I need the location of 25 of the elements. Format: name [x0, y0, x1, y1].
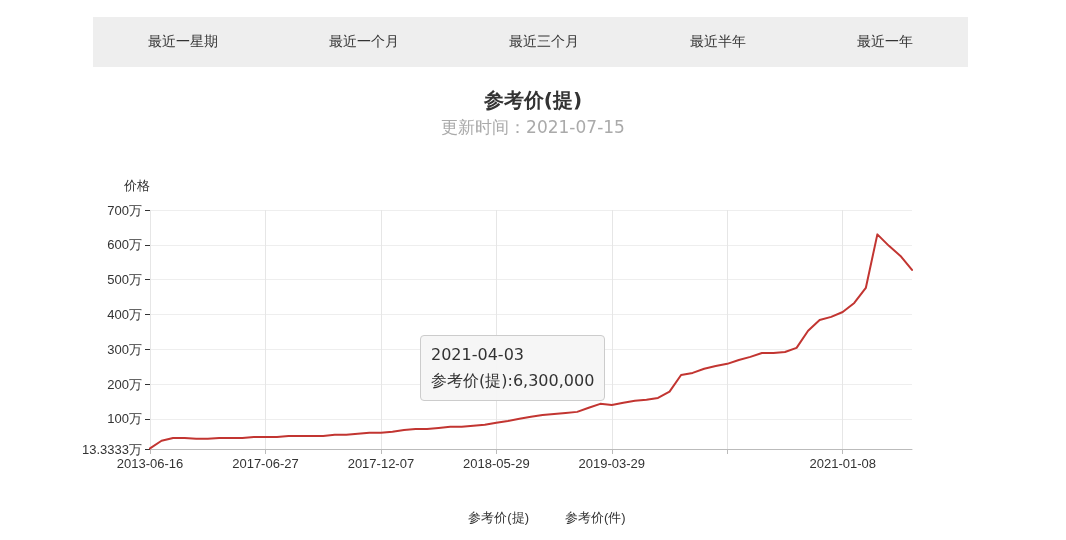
text: 最近半年 — [690, 33, 747, 51]
text: 最近一星期 — [148, 33, 219, 51]
y-tick-label: 300万 — [107, 341, 142, 357]
text: 最近一个月 — [328, 33, 399, 51]
y-tick-label: 400万 — [107, 306, 142, 322]
y-tick-label: 600万 — [107, 237, 142, 253]
y-tick-label: 500万 — [107, 272, 142, 288]
x-tick-label: 2018-05-29 — [463, 456, 530, 471]
y-tick-label: 200万 — [107, 376, 142, 392]
y-tick-label: 13.3333万 — [82, 441, 142, 457]
text: 参考价(提) — [468, 509, 530, 525]
y-tick-label: 700万 — [107, 202, 142, 218]
x-tick-label: 2017-06-27 — [232, 456, 299, 471]
y-tick-label: 100万 — [107, 411, 142, 427]
text: 最近三个月 — [509, 33, 580, 51]
text: 最近一年 — [856, 33, 913, 51]
y-axis-title: 价格 — [123, 178, 150, 193]
annotation: 2021-04-03 参考价(提):6,300,000 — [420, 335, 606, 401]
legend-label: 参考价(件) — [565, 509, 626, 525]
x-tick-label: 2017-12-07 — [347, 456, 415, 471]
chart-subtitle: 更新时间：2021-07-15 — [441, 116, 625, 137]
x-tick-label: 2021-01-08 — [809, 456, 876, 471]
chart-title: 参考价(提) — [482, 88, 583, 112]
x-tick-label: 2019-03-29 — [578, 456, 646, 471]
x-tick-label: 2013-06-16 — [116, 456, 184, 471]
